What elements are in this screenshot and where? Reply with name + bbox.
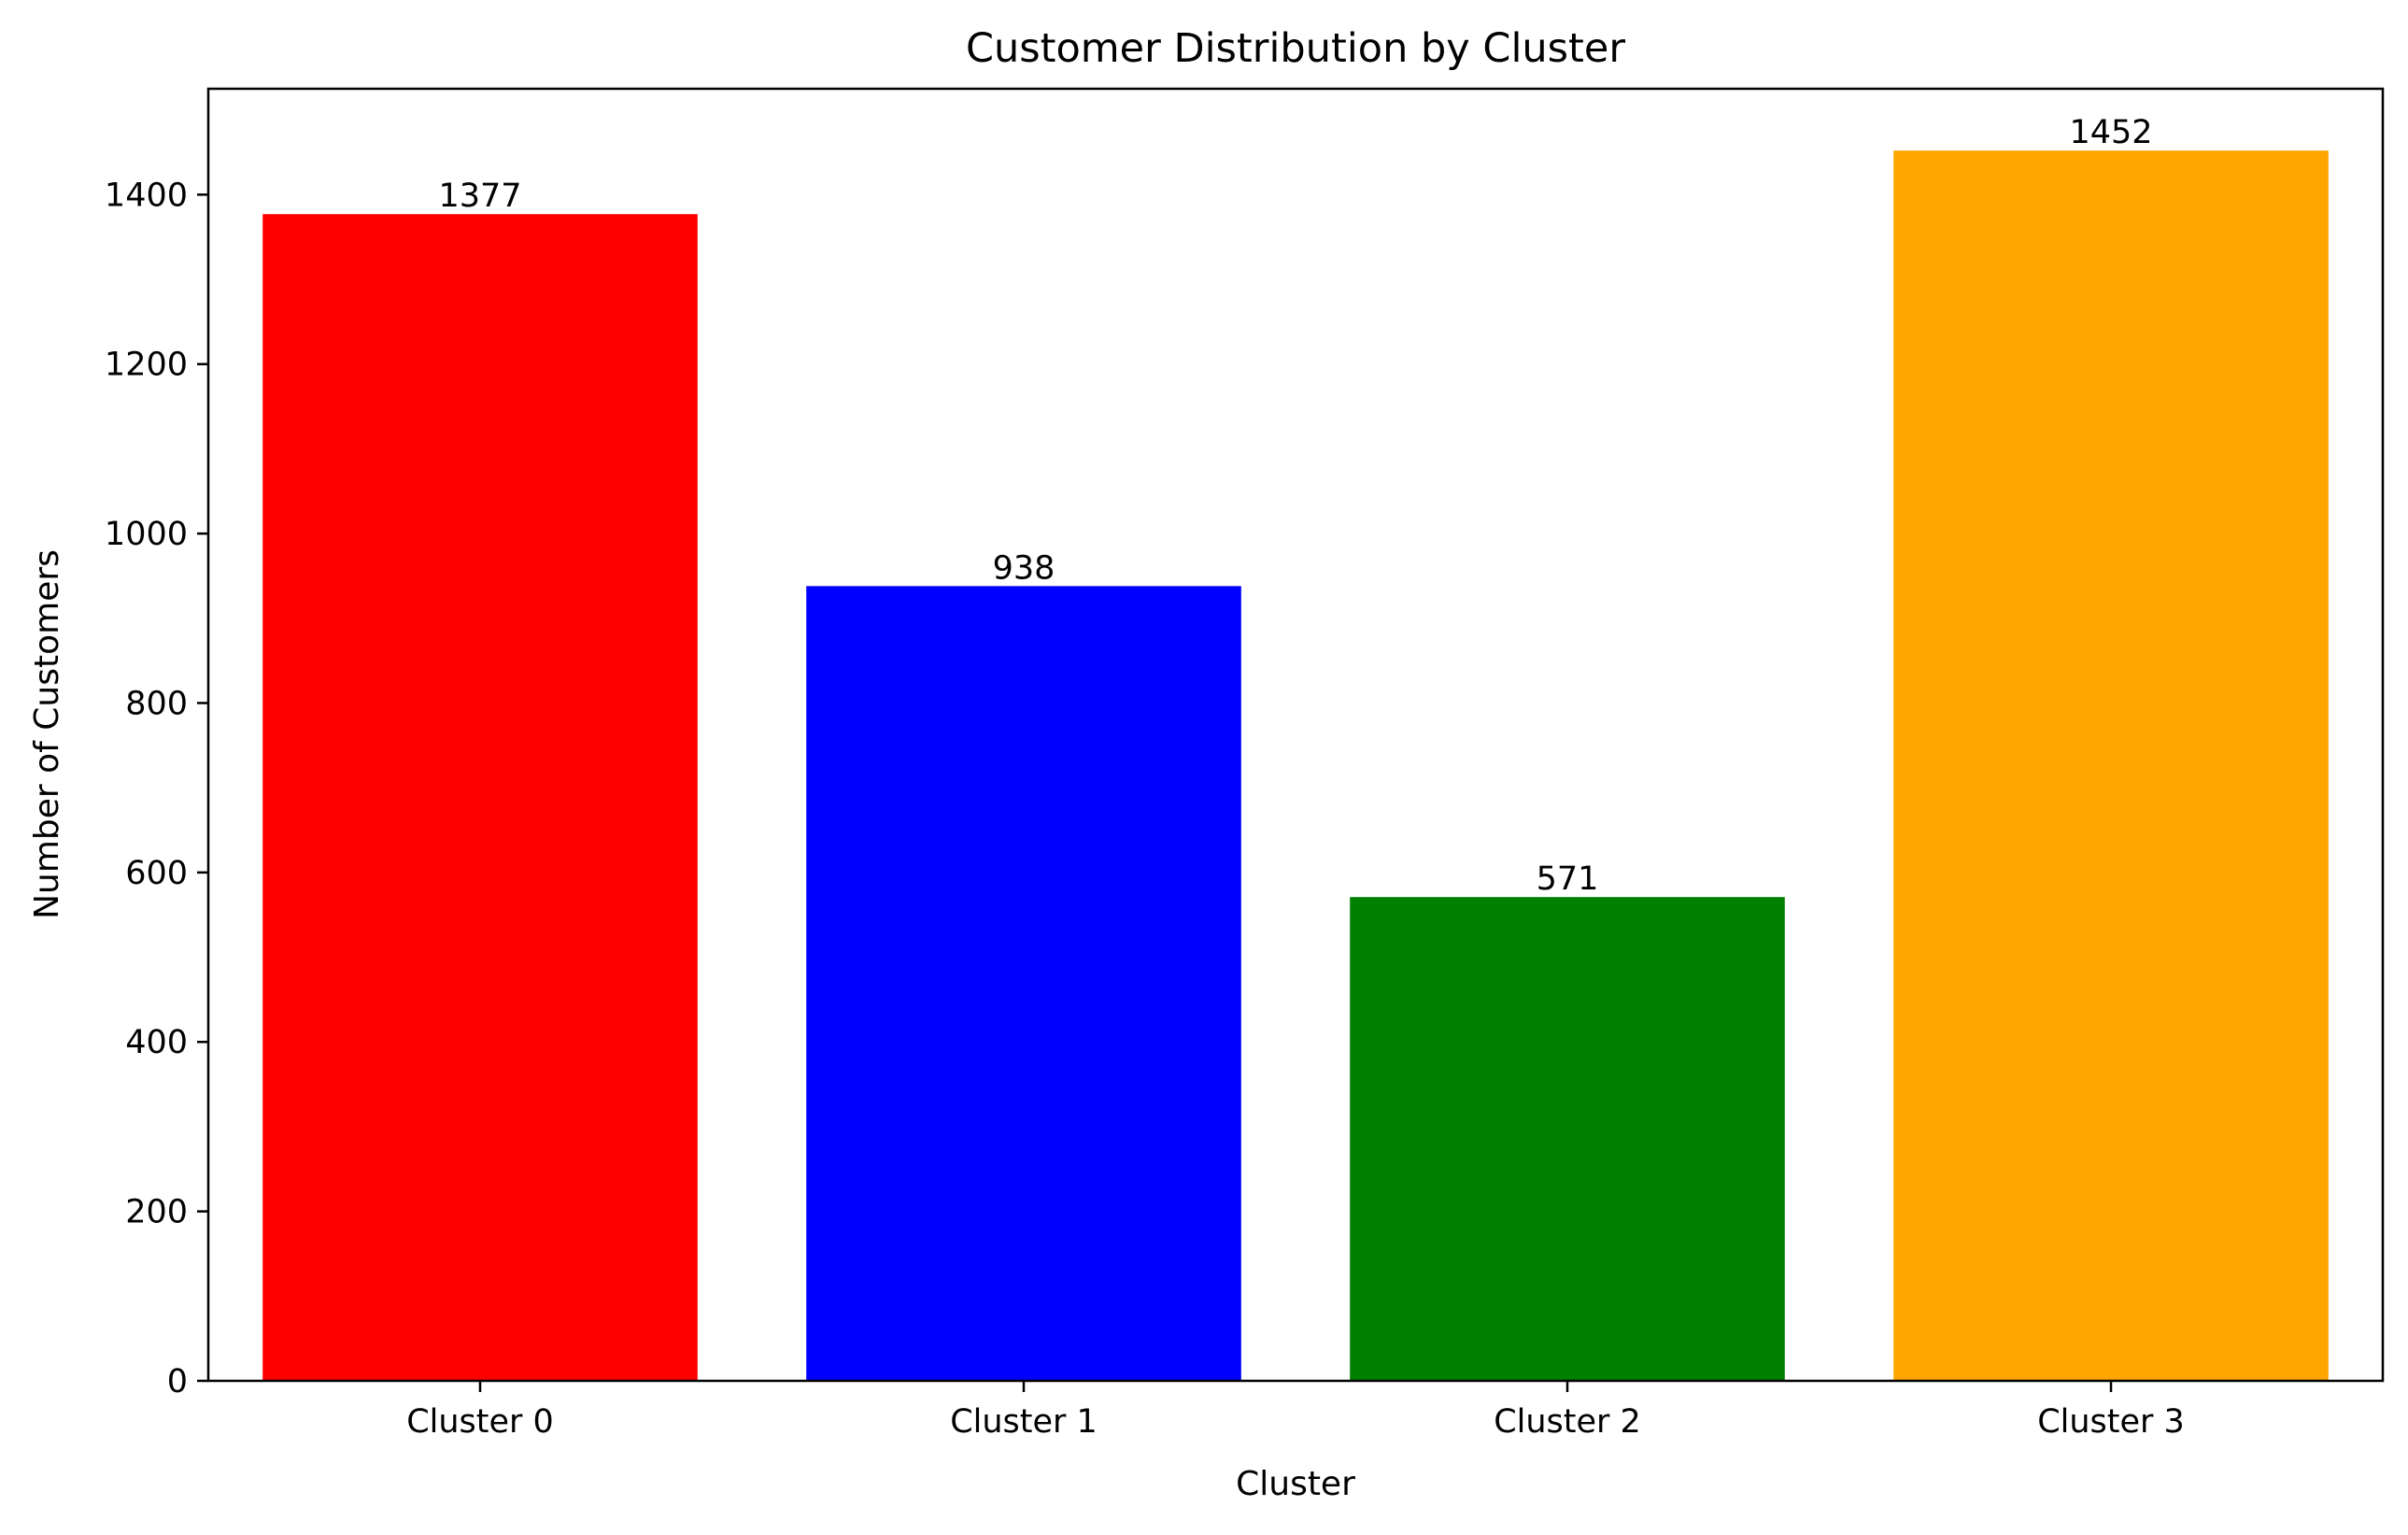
y-tick-label: 200	[125, 1194, 188, 1231]
y-axis: 0 200 400 600 800 1000 1200 1400	[105, 177, 208, 1400]
plot-area-frame	[206, 87, 2385, 1383]
y-axis-label: Number of Customers	[28, 549, 66, 919]
bar-cluster-1	[806, 586, 1241, 1381]
y-tick-label: 400	[125, 1024, 188, 1061]
y-tick-label: 1000	[105, 516, 188, 553]
bar-cluster-0	[262, 214, 698, 1382]
x-tick-label: Cluster 1	[950, 1403, 1098, 1441]
data-label: 571	[1537, 860, 1599, 898]
bar-cluster-3	[1893, 150, 2329, 1381]
y-tick-label: 600	[125, 855, 188, 892]
bars-layer	[262, 150, 2329, 1382]
y-tick-label: 0	[167, 1363, 188, 1400]
data-label: 1377	[438, 178, 521, 215]
x-axis-label: Cluster	[1236, 1465, 1355, 1503]
chart-title: Customer Distribution by Cluster	[966, 25, 1625, 72]
y-tick-label: 800	[125, 685, 188, 722]
bar-cluster-2	[1350, 897, 1785, 1381]
data-label: 938	[993, 549, 1055, 587]
x-tick-label: Cluster 2	[1494, 1403, 1641, 1441]
y-tick-label: 1200	[105, 347, 188, 384]
data-label: 1452	[2069, 114, 2152, 151]
x-axis: Cluster 0 Cluster 1 Cluster 2 Cluster 3	[406, 1381, 2185, 1441]
x-tick-label: Cluster 0	[406, 1403, 554, 1441]
data-labels-layer: 1377 938 571 1452	[438, 114, 2152, 898]
x-tick-label: Cluster 3	[2037, 1403, 2185, 1441]
y-tick-label: 1400	[105, 177, 188, 214]
